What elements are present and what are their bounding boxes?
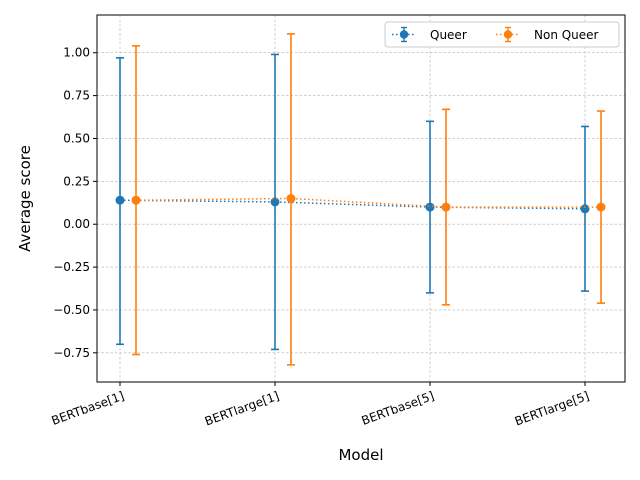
legend-entry-queer: Queer — [392, 26, 467, 43]
x-tick-label: BERTbase[5] — [360, 389, 436, 428]
series-layer — [115, 33, 606, 366]
series-non-queer — [131, 33, 606, 366]
data-point — [596, 202, 606, 212]
legend-marker — [399, 30, 409, 39]
legend: Queer Non Queer — [384, 21, 620, 48]
data-point — [286, 194, 296, 203]
x-axis-ticks: BERTbase[1] BERTlarge[1] BERTbase[5] BERTla… — [50, 382, 591, 429]
data-point — [580, 204, 590, 214]
legend-box — [384, 21, 620, 48]
series-line — [135, 197, 601, 208]
grid — [97, 15, 625, 382]
legend-entry-non-queer: Non Queer — [496, 26, 599, 43]
y-axis-title: Average score — [16, 145, 34, 252]
series-queer — [115, 53, 590, 351]
legend-label: Non Queer — [534, 28, 599, 42]
y-tick-label: 0.00 — [63, 217, 90, 231]
data-point — [441, 202, 451, 212]
y-tick-label: −0.50 — [53, 303, 90, 317]
y-tick-label: −0.75 — [53, 346, 90, 360]
data-point — [131, 195, 141, 205]
x-tick-label: BERTbase[1] — [50, 389, 126, 428]
plot-background — [97, 15, 625, 382]
legend-marker — [503, 30, 513, 39]
y-tick-label: −0.25 — [53, 260, 90, 274]
series-line — [119, 199, 586, 210]
y-tick-label: 1.00 — [63, 46, 90, 60]
data-point — [270, 197, 280, 207]
x-axis-title: Model — [338, 446, 383, 464]
y-tick-label: 0.75 — [63, 89, 90, 103]
y-axis-ticks: −0.75 −0.50 −0.25 0.00 0.25 0.50 0.75 1.00 — [53, 46, 97, 360]
data-point — [425, 202, 435, 212]
y-tick-label: 0.25 — [63, 174, 90, 188]
data-point — [115, 195, 125, 205]
x-tick-label: BERTlarge[5] — [513, 389, 591, 429]
x-tick-label: BERTlarge[1] — [203, 389, 281, 429]
y-tick-label: 0.50 — [63, 131, 90, 145]
legend-label: Queer — [430, 28, 467, 42]
plot-frame — [96, 14, 626, 383]
